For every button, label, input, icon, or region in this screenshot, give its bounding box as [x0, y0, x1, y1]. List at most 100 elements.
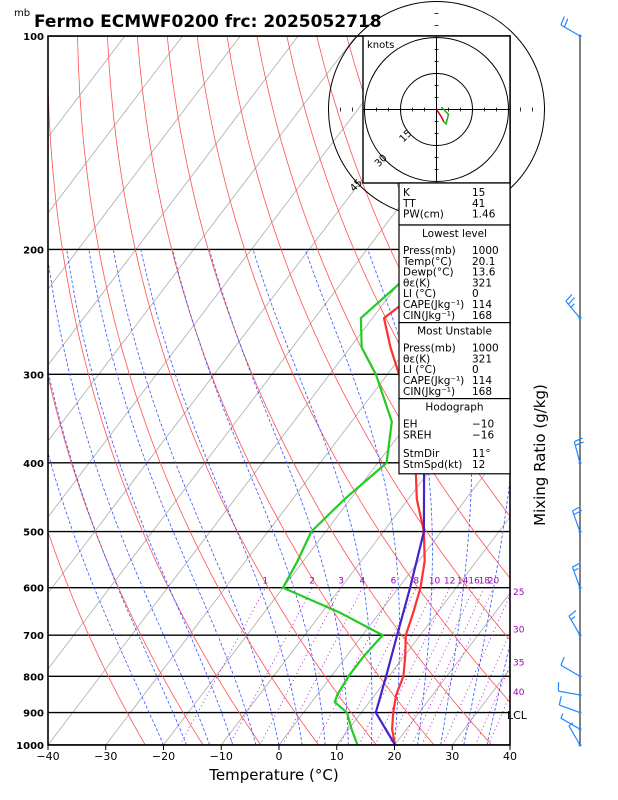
pressure-unit-label: mb — [14, 8, 30, 19]
lcl-label: LCL — [507, 709, 528, 722]
table-row-value: 12 — [472, 459, 485, 471]
table-row-value: 114 — [472, 299, 492, 311]
x-tick-label: −10 — [210, 750, 233, 763]
mixing-ratio-line — [400, 587, 475, 745]
x-tick-label: −40 — [36, 750, 59, 763]
table-section-title: Lowest level — [422, 228, 487, 240]
mixing-ratio-line — [229, 587, 313, 745]
wind-barb — [568, 615, 581, 636]
table-section — [398, 398, 511, 475]
dry-adiabat — [48, 36, 262, 745]
mixing-ratio-label: 30 — [513, 625, 525, 635]
wind-barb — [560, 24, 581, 37]
table-row-value: 13.6 — [472, 267, 496, 279]
mixing-ratio-label: 4 — [360, 577, 366, 587]
wind-barb-flag — [575, 441, 584, 447]
dry-adiabat — [48, 374, 204, 745]
dry-adiabat — [495, 36, 510, 70]
wind-barb — [568, 725, 581, 746]
x-tick-label: 10 — [330, 750, 344, 763]
mixing-ratio-label: 25 — [513, 588, 524, 598]
wind-barb-flag — [558, 696, 562, 706]
table-row-value: 1.46 — [472, 209, 496, 221]
mixing-ratio-label: 6 — [391, 577, 397, 587]
mixing-ratio-line — [259, 587, 342, 745]
table-row-value: 11° — [472, 448, 491, 460]
x-tick-label: 30 — [445, 750, 459, 763]
pressure-tick-label: 500 — [23, 528, 44, 539]
dry-adiabat — [556, 36, 618, 760]
thermo-grid — [48, 36, 618, 760]
table-row-label: Temp(°C) — [402, 256, 452, 268]
mixing-ratio-line — [282, 587, 363, 745]
table-row-value: 168 — [472, 386, 492, 398]
wind-barb-flag — [573, 509, 583, 516]
table-row-label: LI (°C) — [403, 364, 436, 376]
moist-adiabat — [172, 249, 326, 745]
dry-adiabat — [107, 36, 377, 745]
isotherm — [48, 36, 299, 366]
table-row-value: 321 — [472, 277, 492, 289]
wind-barb-flag — [570, 616, 576, 621]
mixing-ratio-line — [488, 693, 510, 745]
table-section-title: Hodograph — [425, 402, 483, 414]
moist-adiabat — [252, 249, 373, 745]
wind-barb-flag — [572, 562, 581, 568]
wind-barb-base — [578, 316, 582, 320]
mixing-ratio-label: 20 — [488, 577, 500, 587]
hodograph-units: knots — [367, 40, 394, 51]
table-row-value: 0 — [472, 364, 479, 376]
isotherm — [48, 36, 183, 214]
moist-adiabat — [48, 451, 164, 745]
table-row-label: StmSpd(kt) — [403, 459, 462, 471]
table-row-value: 114 — [472, 375, 492, 387]
mixing-ratio-line — [460, 631, 510, 745]
wind-barb-flag — [565, 294, 573, 302]
dry-adiabat — [136, 36, 435, 745]
table-row-value: 1000 — [472, 245, 499, 257]
table-section — [398, 182, 511, 226]
isotherm — [105, 212, 510, 745]
table-row-label: CAPE(Jkg⁻¹) — [403, 375, 464, 387]
wind-barb — [560, 664, 581, 677]
table-row-label: Dewp(°C) — [403, 267, 454, 279]
isotherm — [48, 36, 414, 518]
x-tick-label: 40 — [503, 750, 517, 763]
wind-barb-base — [578, 693, 582, 697]
wind-barb — [559, 704, 581, 714]
pressure-tick-label: 700 — [23, 631, 44, 642]
table-row-label: θε(K) — [403, 353, 430, 365]
table-row-value: 41 — [472, 198, 485, 210]
dry-adiabat — [226, 36, 510, 641]
x-tick-label: 0 — [276, 750, 283, 763]
table-row-label: TT — [402, 198, 416, 210]
moist-adiabat — [304, 249, 400, 745]
wind-barb-flag — [563, 18, 569, 28]
x-tick-label: −30 — [94, 750, 117, 763]
pressure-tick-label: 1000 — [16, 741, 44, 752]
table-row-value: 1000 — [472, 343, 499, 355]
x-axis-label: Temperature (°C) — [208, 766, 338, 784]
mixing-ratio-label: 8 — [413, 577, 419, 587]
dry-adiabat — [256, 36, 510, 579]
chart-title: Fermo ECMWF0200 frc: 2025052718 — [34, 12, 382, 32]
wind-barb-base — [578, 743, 582, 747]
mixing-ratio-label: 10 — [429, 577, 441, 587]
x-tick-label: 20 — [388, 750, 402, 763]
wind-barb-base — [578, 461, 582, 465]
table-row-label: Press(mb) — [403, 343, 456, 355]
dry-adiabat — [48, 530, 146, 745]
table-row-label: SREH — [403, 429, 432, 441]
parameter-table: K 15 TT 41 PW(cm) 1.46 Lowest level Press(mb) 10… — [398, 182, 511, 475]
wind-barb-flag — [560, 16, 565, 26]
table-row-label: StmDir — [403, 448, 440, 460]
wind-barb — [560, 717, 581, 730]
table-row-value: −10 — [472, 419, 494, 431]
isotherm — [509, 744, 510, 745]
pressure-tick-label: 100 — [23, 32, 44, 43]
mixing-ratio-label: 16 — [468, 577, 480, 587]
mixing-ratio-line — [475, 664, 510, 745]
moist-adiabat — [112, 249, 280, 745]
